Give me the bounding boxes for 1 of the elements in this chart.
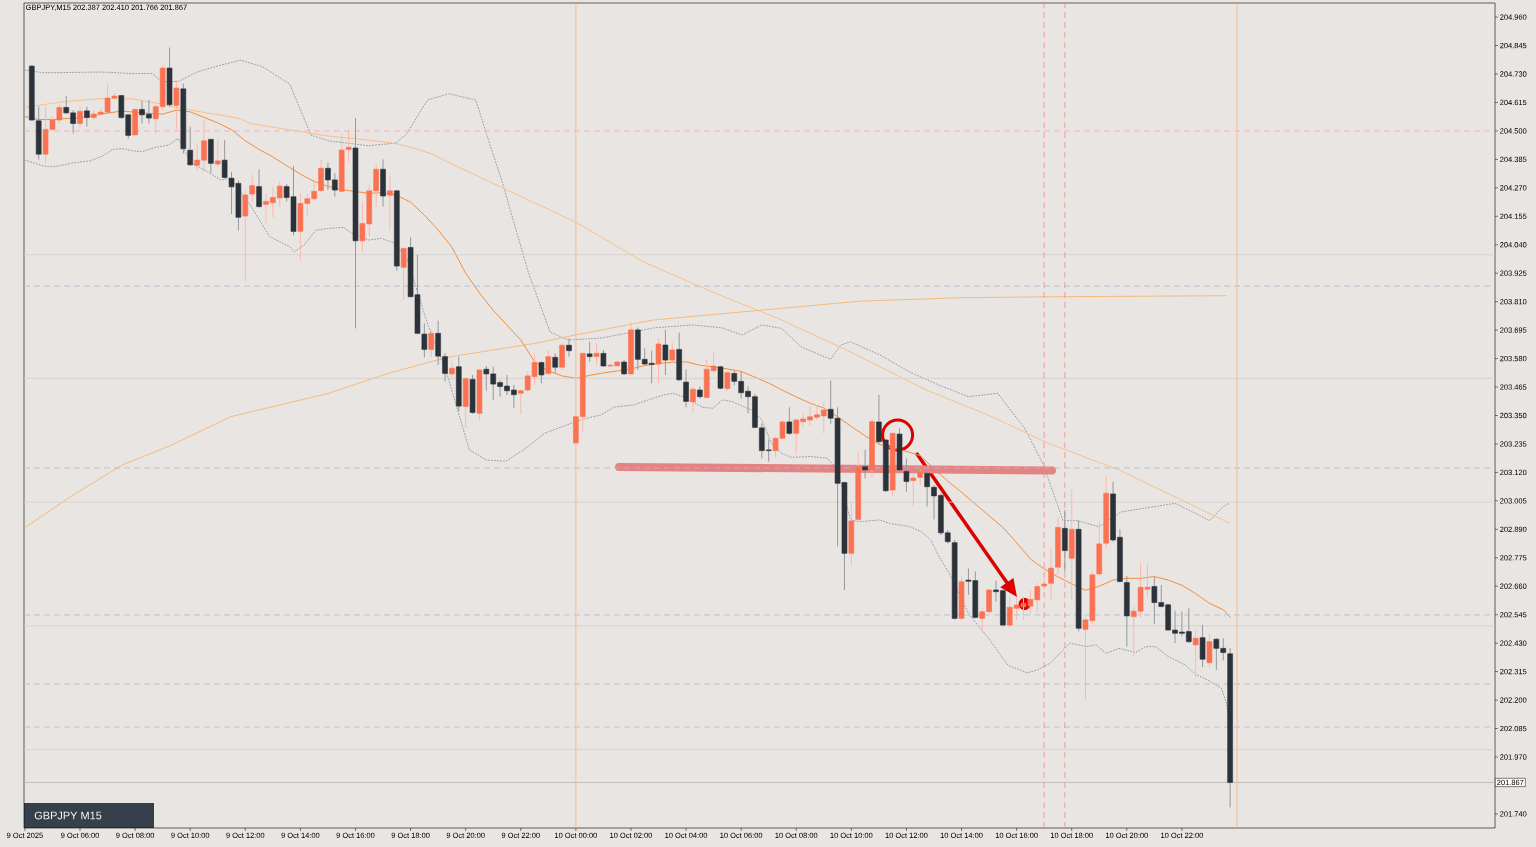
- annotation: GBPJPY M15: [34, 811, 102, 820]
